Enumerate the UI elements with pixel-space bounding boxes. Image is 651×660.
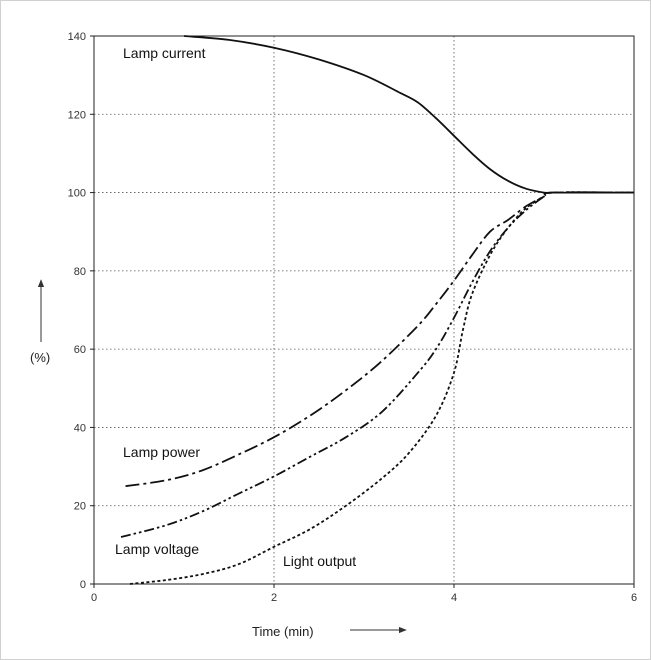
grid [94,36,634,584]
x-tick-label: 2 [271,592,277,604]
y-axis-ticks: 0 20 40 60 80 100 120 140 [68,31,94,591]
y-tick-label: 40 [74,422,86,434]
y-tick-label: 0 [80,579,86,591]
x-tick-label: 6 [631,592,637,604]
label-lamp-voltage: Lamp voltage [115,541,199,557]
series-line-lamp-voltage [120,191,635,538]
series-lines [120,35,635,585]
series-line-lamp-power [125,191,635,487]
y-axis-label: (%) [30,350,50,365]
y-tick-label: 80 [74,266,86,278]
label-lamp-current: Lamp current [123,45,206,61]
label-light-output: Light output [283,553,356,569]
x-tick-label: 4 [451,592,457,604]
plot-area-border [93,35,635,585]
y-tick-label: 140 [68,31,86,43]
label-lamp-power: Lamp power [123,444,200,460]
y-tick-label: 20 [74,501,86,513]
x-axis-ticks: 0 2 4 6 [91,584,637,604]
x-axis-label: Time (min) [252,624,314,639]
series-line-light-output [129,191,635,585]
y-tick-label: 60 [74,344,86,356]
y-tick-label: 120 [68,109,86,121]
x-tick-label: 0 [91,592,97,604]
y-tick-label: 100 [68,188,86,200]
